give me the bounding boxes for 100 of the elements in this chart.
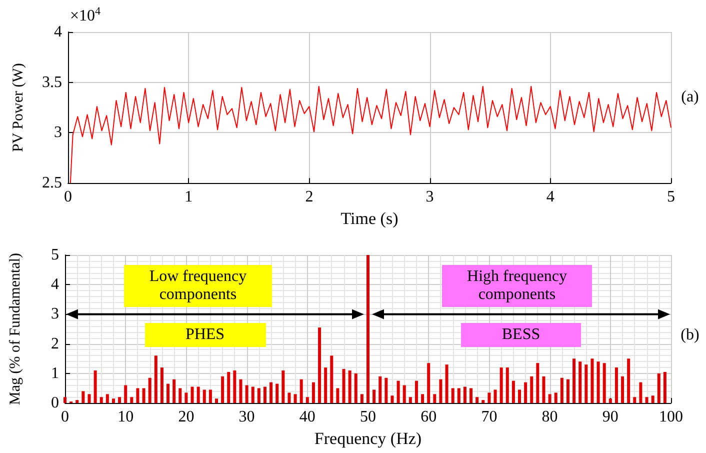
- bar: [130, 397, 134, 403]
- x-tick-label: 1: [184, 188, 193, 206]
- annotation: BESS: [500, 325, 542, 345]
- x-tick-label: 90: [602, 408, 618, 426]
- bar: [621, 376, 624, 403]
- bar: [172, 379, 176, 403]
- y-tick-label: 2.5: [42, 174, 62, 192]
- bar: [476, 397, 479, 403]
- bar: [239, 379, 242, 403]
- bar: [627, 358, 630, 403]
- bar: [136, 388, 140, 403]
- bar: [106, 394, 109, 403]
- x-tick-label: 60: [420, 408, 437, 426]
- bar: [536, 363, 540, 403]
- bar: [512, 380, 515, 403]
- bar: [572, 358, 576, 403]
- x-axis-title: Time (s): [340, 209, 398, 228]
- x-tick-label: 3: [426, 188, 434, 206]
- y-tick-label: 3.5: [42, 74, 62, 91]
- bar: [614, 367, 618, 403]
- bar: [451, 388, 454, 403]
- bar: [160, 367, 164, 403]
- x-axis-title: Frequency (Hz): [314, 428, 422, 448]
- bar: [584, 364, 588, 403]
- y-axis-title: PV Power (W): [10, 63, 26, 152]
- bar: [124, 385, 128, 403]
- bar: [208, 390, 212, 403]
- bar: [396, 380, 400, 403]
- bar: [506, 367, 509, 403]
- y-tick-label: 3: [51, 306, 59, 323]
- bar: [566, 379, 570, 403]
- text: (b): [680, 326, 700, 344]
- bar: [270, 382, 273, 403]
- bar: [384, 378, 388, 403]
- bar: [154, 356, 158, 403]
- bar: [494, 390, 497, 403]
- bar: [142, 388, 146, 403]
- bar: [470, 388, 473, 403]
- y-tick-label: 4: [54, 24, 62, 40]
- x-tick-label: 70: [481, 408, 498, 426]
- bar: [318, 328, 322, 403]
- x-tick-label: 100: [659, 408, 683, 426]
- bar: [282, 370, 285, 403]
- bar: [402, 385, 406, 403]
- x-tick-label: 2: [305, 188, 314, 206]
- bar: [221, 376, 224, 403]
- x-tick-label: 4: [546, 188, 554, 206]
- bar: [257, 388, 260, 403]
- bar: [360, 394, 364, 403]
- bar: [263, 386, 266, 403]
- bar: [439, 379, 442, 403]
- bar: [633, 397, 636, 403]
- x-tick-label: 10: [118, 408, 134, 426]
- bar: [166, 384, 170, 403]
- bar: [294, 394, 297, 403]
- bar: [324, 367, 328, 403]
- bar: [427, 363, 430, 403]
- bar: [178, 388, 182, 403]
- bar: [233, 370, 236, 403]
- y-tick-label: 3: [54, 124, 62, 142]
- bar: [312, 382, 315, 403]
- bar: [348, 370, 352, 403]
- bar: [590, 358, 594, 403]
- bar: [645, 397, 648, 403]
- bar: [112, 398, 115, 403]
- bar: [148, 378, 152, 403]
- bar: [82, 391, 85, 403]
- y-axis-title: Mag (% of Fundamental): [8, 252, 24, 406]
- bar: [657, 373, 660, 403]
- bar: [276, 384, 279, 403]
- bar: [100, 397, 103, 403]
- bar: [408, 397, 412, 403]
- bar: [190, 386, 194, 403]
- bar: [488, 392, 491, 403]
- bar: [251, 386, 254, 403]
- bar: [651, 396, 654, 403]
- y-tick-label: 2: [51, 335, 59, 352]
- bar: [457, 388, 460, 403]
- bar: [196, 386, 200, 403]
- bar: [500, 367, 503, 403]
- bar: [390, 396, 394, 403]
- bar: [518, 390, 521, 403]
- y-tick-label: 5: [51, 246, 59, 264]
- x-tick-label: 40: [299, 408, 316, 426]
- bar: [378, 376, 382, 403]
- bar: [596, 362, 600, 403]
- bar: [300, 379, 303, 403]
- bar: [245, 385, 248, 403]
- bar: [354, 373, 358, 403]
- bar: [530, 376, 534, 403]
- bar: [414, 380, 418, 403]
- bar: [542, 376, 546, 403]
- bar: [330, 356, 334, 403]
- bar: [548, 394, 552, 403]
- bar: [560, 378, 564, 403]
- y-tick-label: 0: [51, 394, 59, 412]
- y-tick-label: 4: [51, 276, 59, 294]
- bar: [421, 394, 424, 403]
- annotation: PHES: [184, 325, 226, 345]
- bar: [88, 394, 91, 403]
